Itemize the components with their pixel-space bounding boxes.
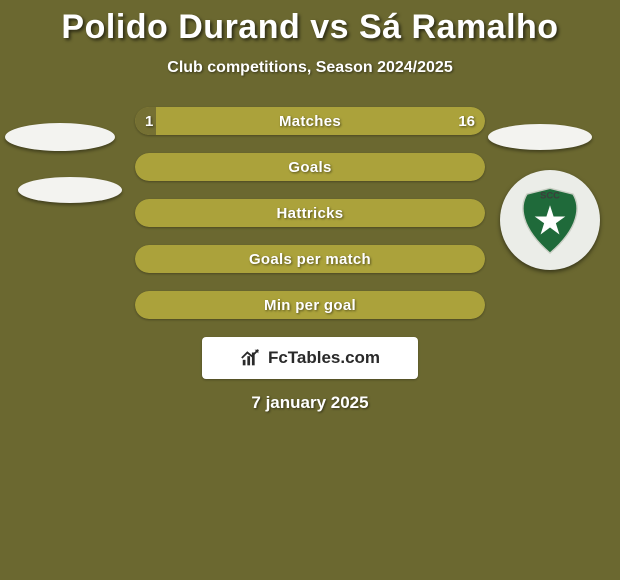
stat-bar-left-value: 1 [135,107,163,135]
right-ellipse-1 [488,124,592,150]
footer-date: 7 january 2025 [0,393,620,413]
svg-text:SCC: SCC [540,190,560,200]
shield-icon: SCC [514,184,586,256]
stats-bars: Matches1 16 Goals Hattricks Goals per match M… [135,107,485,319]
stat-bar: Matches1 16 [135,107,485,135]
stat-bar: Min per goal [135,291,485,319]
page-subtitle: Club competitions, Season 2024/2025 [0,59,620,77]
club-badge: SCC [500,170,600,270]
stat-bar: Goals per match [135,245,485,273]
stat-bar-label: Matches [135,107,485,135]
page-title: Polido Durand vs Sá Ramalho [0,0,620,47]
stat-bar: Hattricks [135,199,485,227]
stat-bar-label: Goals per match [135,245,485,273]
stat-bar-label: Hattricks [135,199,485,227]
left-ellipse-1 [5,123,115,151]
footer-logo-text: FcTables.com [268,348,380,368]
stat-bar-label: Goals [135,153,485,181]
stat-bar-right-value: 16 [448,107,485,135]
stat-bar-label: Min per goal [135,291,485,319]
stat-bar: Goals [135,153,485,181]
left-ellipse-2 [18,177,122,203]
footer-logo: FcTables.com [202,337,418,379]
chart-icon [240,347,262,369]
